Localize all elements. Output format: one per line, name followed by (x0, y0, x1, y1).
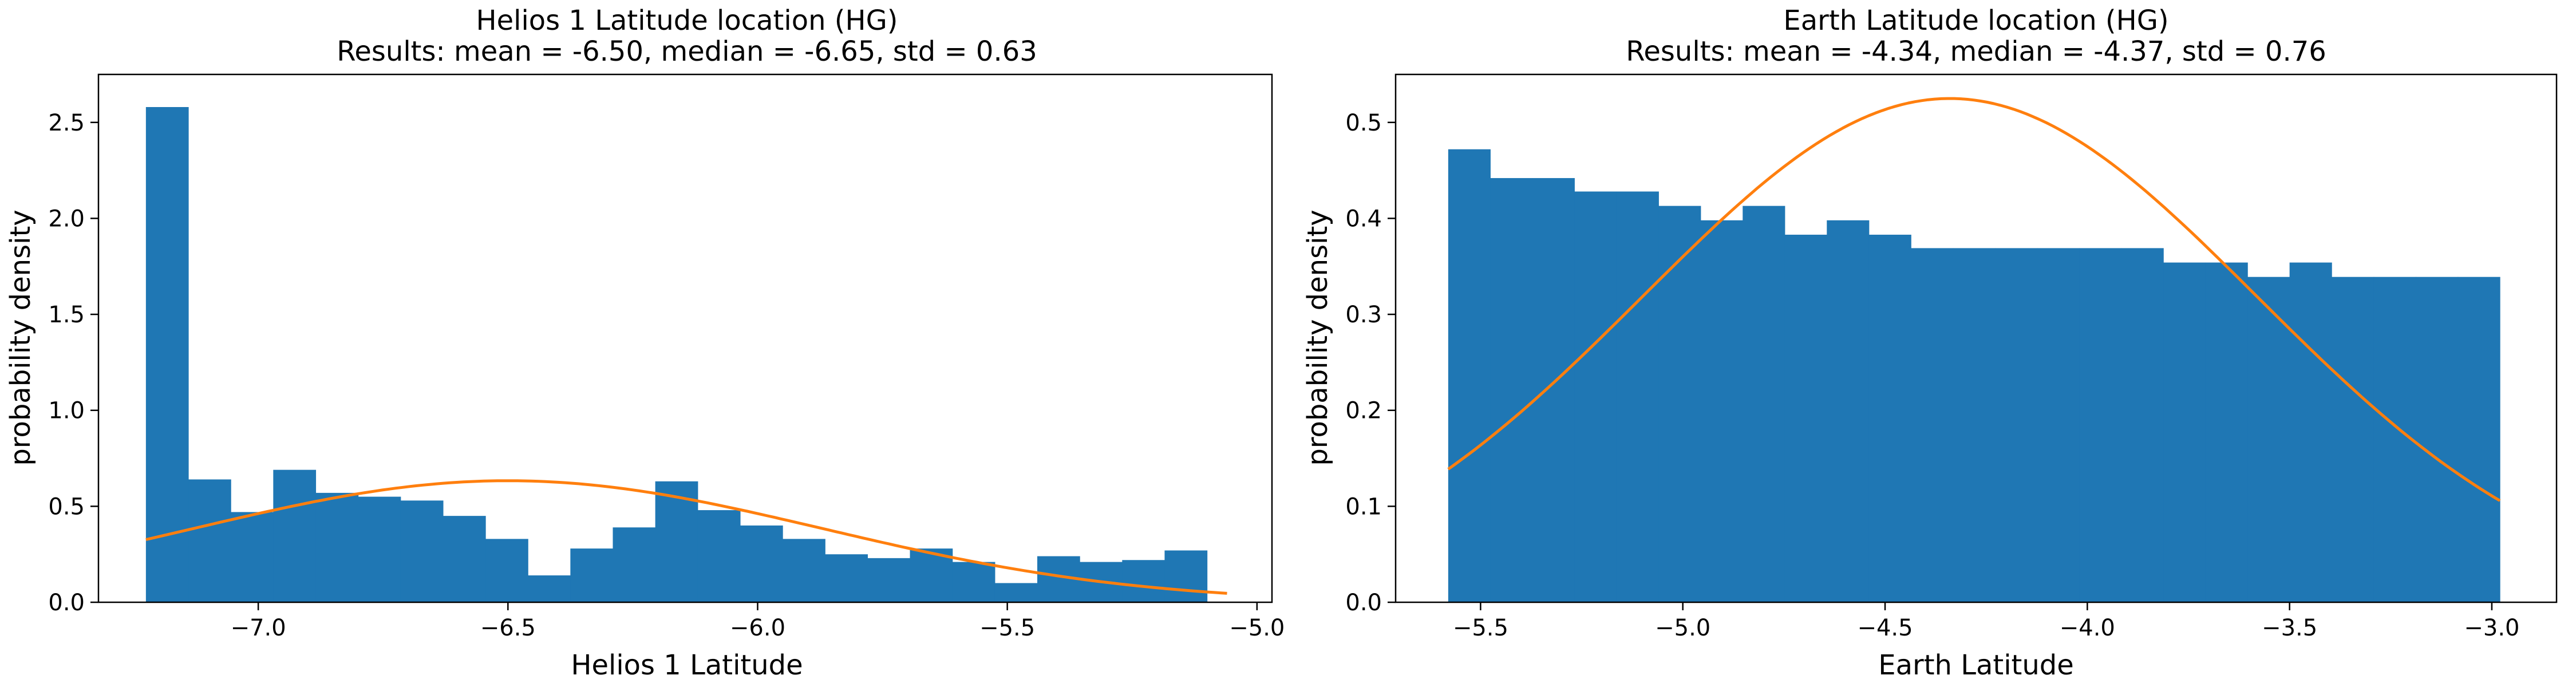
y-tick-label: 0.3 (1345, 302, 1382, 328)
histogram-bar (1953, 248, 1996, 602)
histogram-bar (1658, 206, 1701, 602)
x-tick-label: −3.0 (2464, 615, 2519, 641)
histogram-bar (1616, 191, 1659, 602)
x-tick-label: −3.5 (2262, 615, 2317, 641)
histogram-bar (1911, 248, 1954, 602)
histogram-bar (2163, 262, 2206, 602)
y-axis-label: probability density (1302, 210, 1334, 465)
histogram-bar (1868, 234, 1911, 602)
y-tick-label: 1.5 (48, 302, 85, 328)
histogram-bar (358, 496, 401, 602)
y-tick-label: 0.5 (48, 493, 85, 520)
histogram-bar (315, 492, 359, 602)
x-axis-label: Helios 1 Latitude (571, 649, 803, 681)
fit-curve-line (145, 479, 1227, 595)
histogram-bar (2458, 277, 2500, 602)
histogram-bar (1827, 220, 1870, 603)
histogram-bar (1784, 234, 1827, 602)
histogram-bar (188, 479, 231, 602)
histogram-bar (1448, 149, 1491, 603)
histogram-bar (867, 558, 911, 602)
x-ticks-group: −5.5 −5.0 −4.5 −4.0 −3.5 −3.0 (1453, 602, 2520, 641)
bars-group (1448, 149, 2500, 603)
x-tick-label: −4.5 (1857, 615, 1913, 641)
y-tick-label: 2.5 (48, 110, 85, 136)
chart-title-line2: Results: mean = -6.50, median = -6.65, s… (337, 35, 1037, 68)
axes-frame-group (1394, 73, 2558, 603)
histogram-bar (655, 481, 698, 602)
axes-frame (1394, 73, 2558, 603)
histogram-bar (570, 548, 614, 602)
histogram-bar (528, 575, 571, 602)
histogram-bar (994, 583, 1038, 602)
histogram-bar (2416, 277, 2459, 602)
histogram-bar (231, 512, 274, 602)
y-tick-label: 0.0 (48, 590, 85, 616)
histogram-bar (2373, 277, 2416, 602)
histogram-bar (1532, 178, 1575, 603)
chart-panel-helios: Helios 1 Latitude location (HG) Results:… (5, 5, 1285, 681)
histogram-bar (613, 527, 656, 602)
histogram-bar (697, 510, 741, 602)
chart-title-line1: Helios 1 Latitude location (HG) (476, 5, 898, 37)
y-tick-label: 1.0 (48, 398, 85, 424)
chart-title-line1: Earth Latitude location (HG) (1783, 5, 2168, 37)
chart-title-line2: Results: mean = -4.34, median = -4.37, s… (1626, 35, 2326, 68)
x-tick-label: −6.0 (730, 615, 785, 641)
histogram-bar (1995, 248, 2038, 602)
histogram-bar (740, 525, 783, 602)
axes-frame (97, 73, 1273, 603)
y-tick-label: 0.1 (1345, 493, 1382, 520)
axes-frame-group (97, 73, 1273, 603)
histogram-bar (485, 539, 528, 602)
fit-curve-group (1447, 97, 2501, 502)
histogram-bar (145, 106, 189, 603)
histogram-bar (2079, 248, 2122, 602)
histogram-bar (442, 516, 486, 602)
x-tick-label: −7.0 (231, 615, 286, 641)
chart-panel-earth: Earth Latitude location (HG) Results: me… (1302, 5, 2558, 681)
histogram-bar (1700, 220, 1743, 603)
histogram-bar (952, 562, 995, 602)
x-tick-label: −5.5 (979, 615, 1035, 641)
fit-curve-group (145, 479, 1227, 595)
x-tick-label: −4.0 (2060, 615, 2115, 641)
histogram-bar (2205, 262, 2248, 602)
x-tick-label: −5.0 (1655, 615, 1710, 641)
x-axis-label: Earth Latitude (1878, 649, 2074, 681)
y-tick-label: 0.0 (1345, 590, 1382, 616)
histogram-bar (2247, 277, 2290, 602)
histogram-bar (2121, 248, 2164, 602)
y-ticks-group: 0.0 0.5 1.0 1.5 2.0 2.5 (48, 110, 98, 616)
histogram-bar (783, 539, 825, 602)
histogram-bar (1574, 191, 1617, 602)
histogram-bar (273, 469, 317, 602)
x-tick-label: −5.5 (1453, 615, 1508, 641)
x-ticks-group: −7.0 −6.5 −6.0 −5.5 −5.0 (231, 602, 1285, 641)
histogram-bar (2037, 248, 2080, 602)
y-ticks-group: 0.0 0.1 0.2 0.3 0.4 0.5 (1345, 110, 1396, 616)
histogram-bar (2332, 277, 2374, 602)
histogram-bar (1490, 178, 1533, 603)
histogram-bar (825, 554, 868, 602)
histogram-bar (1743, 206, 1785, 602)
y-tick-label: 0.5 (1345, 110, 1382, 136)
y-tick-label: 2.0 (48, 206, 85, 232)
y-axis-label: probability density (5, 210, 37, 465)
histogram-bar (1122, 560, 1165, 602)
histogram-bar (2289, 262, 2332, 602)
x-tick-label: −5.0 (1229, 615, 1285, 641)
y-tick-label: 0.4 (1345, 206, 1382, 232)
fit-curve-line (1447, 97, 2501, 502)
y-tick-label: 0.2 (1345, 398, 1382, 424)
histogram-bar (1164, 550, 1208, 602)
x-tick-label: −6.5 (480, 615, 536, 641)
histogram-bar (400, 500, 444, 602)
